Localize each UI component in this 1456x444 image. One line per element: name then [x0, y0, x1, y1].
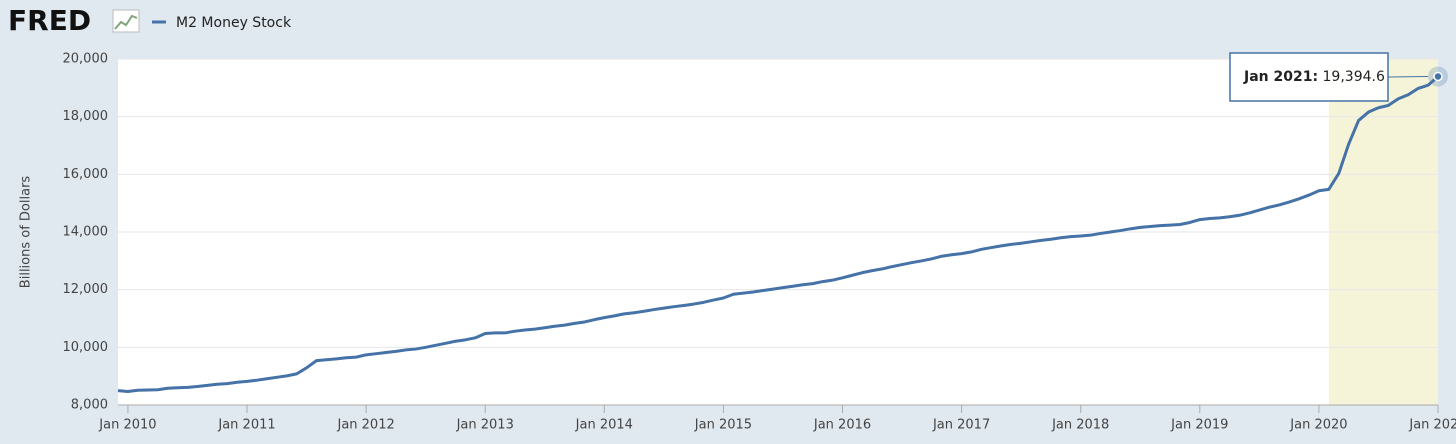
- highlight-point: [1433, 71, 1443, 82]
- x-tick-label: Jan 2017: [932, 418, 990, 433]
- x-tick-label: Jan 2010: [98, 418, 156, 433]
- x-tick-label: Jan 2016: [813, 418, 871, 433]
- y-tick-label: 10,000: [63, 340, 109, 355]
- y-axis-title: Billions of Dollars: [19, 176, 34, 289]
- tooltip-pointer: [1387, 75, 1429, 78]
- tooltip-value: 19,394.6: [1323, 69, 1385, 85]
- x-tick-label: Jan 2013: [456, 418, 514, 433]
- x-tick-label: Jan 2012: [336, 418, 394, 433]
- x-tick-label: Jan 2014: [575, 418, 633, 433]
- data-line: [117, 75, 1439, 393]
- y-tick-label: 14,000: [63, 225, 109, 240]
- y-tick-label: 18,000: [63, 109, 109, 124]
- x-tick-label: Jan 2021: [1408, 418, 1456, 433]
- tooltip-box: [1229, 52, 1389, 102]
- y-tick-label: 16,000: [63, 167, 109, 182]
- brand-logo: FRED: [8, 4, 91, 37]
- legend-label: M2 Money Stock: [176, 15, 292, 31]
- x-tick-label: Jan 2019: [1170, 418, 1228, 433]
- y-tick-label: 20,000: [63, 52, 109, 67]
- tooltip-label: Jan 2021:: [1243, 69, 1318, 85]
- x-tick-label: Jan 2011: [217, 418, 275, 433]
- y-tick-label: 12,000: [63, 282, 109, 297]
- x-tick-label: Jan 2020: [1289, 418, 1347, 433]
- tooltip-text: Jan 2021: 19,394.6: [1243, 69, 1385, 85]
- logo-icon: [112, 9, 140, 33]
- x-tick-label: Jan 2018: [1051, 418, 1109, 433]
- x-tick-label: Jan 2015: [694, 418, 752, 433]
- y-tick-label: 8,000: [71, 398, 108, 413]
